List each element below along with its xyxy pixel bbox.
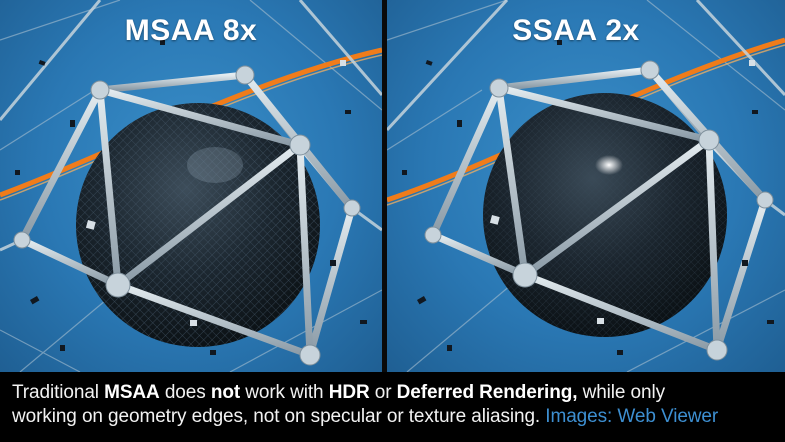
msaa-render-panel: MSAA 8x — [0, 0, 382, 372]
msaa-label: MSAA 8x — [124, 14, 258, 47]
caption-line-2: working on geometry edges, not on specul… — [12, 405, 775, 429]
image-credit: Images: Web Viewer — [545, 406, 719, 427]
caption-text: Traditional MSAA does not work with HDR … — [0, 372, 785, 442]
caption-text-segment: Traditional — [12, 382, 105, 403]
panel-divider — [382, 0, 387, 372]
msaa-render-image — [0, 0, 382, 372]
caption-line-1: Traditional MSAA does not work with HDR … — [12, 381, 775, 405]
caption-emphasis-deferred: Deferred Rendering, — [396, 382, 578, 403]
caption-text-segment: or — [369, 382, 397, 403]
caption-emphasis-not: not — [210, 382, 241, 403]
ssaa-render-image — [387, 0, 785, 372]
ssaa-label: SSAA 2x — [512, 14, 640, 47]
caption-text-segment: does — [159, 382, 211, 403]
caption-text-segment: work with — [240, 382, 329, 403]
caption-text-segment: working on geometry edges, not on specul… — [12, 406, 546, 427]
ssaa-render-panel: SSAA 2x — [387, 0, 785, 372]
caption-emphasis-hdr: HDR — [328, 382, 370, 403]
caption-emphasis-msaa: MSAA — [104, 382, 160, 403]
caption-text-segment: while only — [577, 382, 666, 403]
